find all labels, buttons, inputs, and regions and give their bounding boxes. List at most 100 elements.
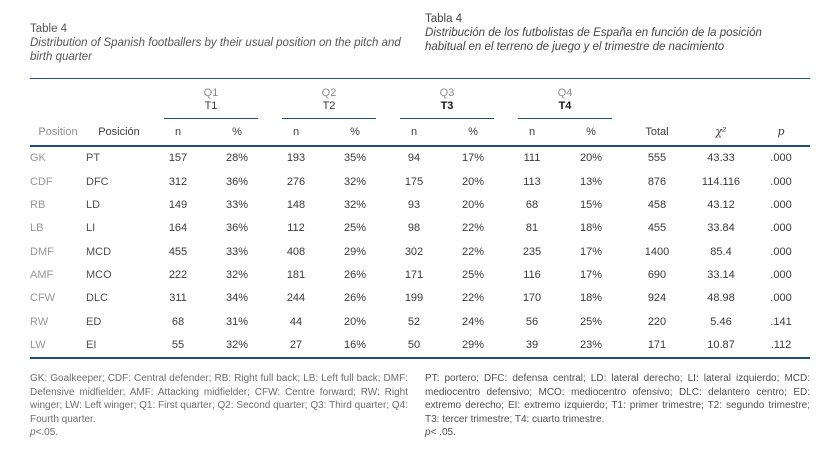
title-block-spanish: Tabla 4 Distribución de los futbolistas … xyxy=(425,12,810,64)
table-row: DMF MCD 455 33% 408 29% 302 22% 235 17% 1400 85.4 .0… xyxy=(30,241,810,264)
p-value-header: p xyxy=(752,119,810,147)
q3-n-header: n xyxy=(388,119,440,147)
total: 455 xyxy=(647,222,667,235)
significance-note-en: p<.05. xyxy=(30,426,408,440)
q1-pct: 36% xyxy=(225,175,249,188)
q2-n: 148 xyxy=(286,198,306,211)
group-underline xyxy=(164,117,258,119)
q1-pct: 33% xyxy=(225,198,249,211)
total: 171 xyxy=(624,334,690,360)
table-header: Q1 T1 Q2 T2 Q3 T3 Q4 T4 xyxy=(30,79,810,147)
q3-pct: 25% xyxy=(461,269,485,282)
chi-square: 48.98 xyxy=(707,292,735,305)
q4-n: 113 xyxy=(523,175,541,188)
position-es: LI xyxy=(86,222,96,235)
q1-pct: 33% xyxy=(225,245,249,258)
q2-n: 244 xyxy=(286,292,306,305)
t4-label: T4 xyxy=(558,99,572,112)
q1-n: 164 xyxy=(168,222,188,235)
chi-square: 114.116 xyxy=(701,175,741,188)
table-row: CDF DFC 312 36% 276 32% 175 20% 113 13% 876 114.116… xyxy=(30,170,810,193)
q3-label: Q3 xyxy=(439,86,455,99)
column-header-row: Position Posición n % n % n % n % Total … xyxy=(30,119,810,147)
p-value: .000 xyxy=(770,152,792,165)
q2-pct-header: % xyxy=(322,119,388,147)
table-row: LW EI 55 32% 27 16% 50 29% 39 23% 171 10.87.112 xyxy=(30,334,810,360)
total: 555 xyxy=(647,152,667,165)
q2-n: 193 xyxy=(286,152,306,165)
footnote-abbreviations-es: PT: portero; DFC: defensa central; LD: l… xyxy=(425,373,810,425)
p-value: .000 xyxy=(770,292,792,305)
q4-n: 170 xyxy=(522,292,542,305)
position-en: DMF xyxy=(30,245,54,258)
position-es: MCO xyxy=(86,269,112,282)
q2-pct: 26% xyxy=(343,269,367,282)
position-en: AMF xyxy=(30,269,54,282)
t3-label: T3 xyxy=(440,99,454,112)
q2-n: 27 xyxy=(270,334,322,360)
q4-n: 68 xyxy=(525,198,539,211)
q3-pct: 22% xyxy=(461,222,485,235)
p-value: .112 xyxy=(752,334,810,360)
total: 924 xyxy=(647,292,667,305)
q1-n-header: n xyxy=(152,119,204,147)
footnote-spanish: PT: portero; DFC: defensa central; LD: l… xyxy=(425,372,810,440)
q4-pct: 18% xyxy=(579,292,603,305)
p-value: .000 xyxy=(770,175,792,188)
position-es: EI xyxy=(86,334,152,360)
q4-pct: 17% xyxy=(579,269,603,282)
chi-square: 85.4 xyxy=(710,245,732,258)
table-row: RB LD 149 33% 148 32% 93 20% 68 15% 458 43.12 .000 xyxy=(30,194,810,217)
q2-pct: 29% xyxy=(343,245,367,258)
p-value: .000 xyxy=(770,269,792,282)
q1-n: 311 xyxy=(169,292,187,305)
q1-pct: 34% xyxy=(225,292,249,305)
chi-square: 33.14 xyxy=(707,269,735,282)
q3-pct: 20% xyxy=(461,198,485,211)
q4-n: 81 xyxy=(525,222,539,235)
q1-n: 312 xyxy=(168,175,188,188)
q3-n: 93 xyxy=(407,198,421,211)
q2-pct: 32% xyxy=(343,175,367,188)
table-titles: Table 4 Distribution of Spanish football… xyxy=(30,12,810,64)
q1-n: 68 xyxy=(171,315,185,328)
position-en: RW xyxy=(30,315,49,328)
table-number-en: Table 4 xyxy=(30,23,68,35)
footnotes: GK: Goalkeeper; CDF: Central defender; R… xyxy=(30,372,810,440)
q2-pct: 25% xyxy=(343,222,367,235)
q1-pct-header: % xyxy=(204,119,270,147)
position-es-header: Posición xyxy=(86,119,152,147)
table-row: CFW DLC 311 34% 244 26% 199 22% 170 18% 924 48.98 .0… xyxy=(30,287,810,310)
q1-pct: 32% xyxy=(225,269,249,282)
total: 458 xyxy=(647,198,667,211)
group-underline xyxy=(400,117,494,119)
q2-pct: 32% xyxy=(343,198,367,211)
chi-square: 10.87 xyxy=(690,334,752,360)
group-underline xyxy=(282,117,376,119)
p-symbol: p xyxy=(30,427,36,439)
q4-n: 116 xyxy=(523,269,541,282)
significance-threshold: < .05. xyxy=(430,427,456,439)
chi-square-header: χ² xyxy=(690,119,752,147)
q4-n: 39 xyxy=(506,334,558,360)
total: 690 xyxy=(647,269,667,282)
p-symbol: p xyxy=(425,427,431,439)
position-es: LD xyxy=(86,198,101,211)
title-block-english: Table 4 Distribution of Spanish football… xyxy=(30,12,405,64)
position-en: LW xyxy=(30,334,86,360)
q3-n: 302 xyxy=(404,245,424,258)
q3-pct: 22% xyxy=(461,245,485,258)
t2-label: T2 xyxy=(322,99,336,112)
total: 876 xyxy=(647,175,667,188)
table-row: RW ED 68 31% 44 20% 52 24% 56 25% 220 5.46 .141 xyxy=(30,311,810,334)
table-row: GK PT 157 28% 193 35% 94 17% 111 20% 555 43.33 .000 xyxy=(30,146,810,170)
position-en: GK xyxy=(30,152,46,165)
q1-n: 222 xyxy=(168,269,188,282)
footnote-abbreviations-en: GK: Goalkeeper; CDF: Central defender; R… xyxy=(30,373,408,425)
q3-n: 94 xyxy=(407,152,421,165)
t1-label: T1 xyxy=(204,99,218,112)
quarter-group-row: Q1 T1 Q2 T2 Q3 T3 Q4 T4 xyxy=(30,79,810,119)
p-value: .141 xyxy=(770,315,792,328)
table-body: GK PT 157 28% 193 35% 94 17% 111 20% 555 43.33.000 C… xyxy=(30,146,810,360)
q2-label: Q2 xyxy=(321,86,337,99)
